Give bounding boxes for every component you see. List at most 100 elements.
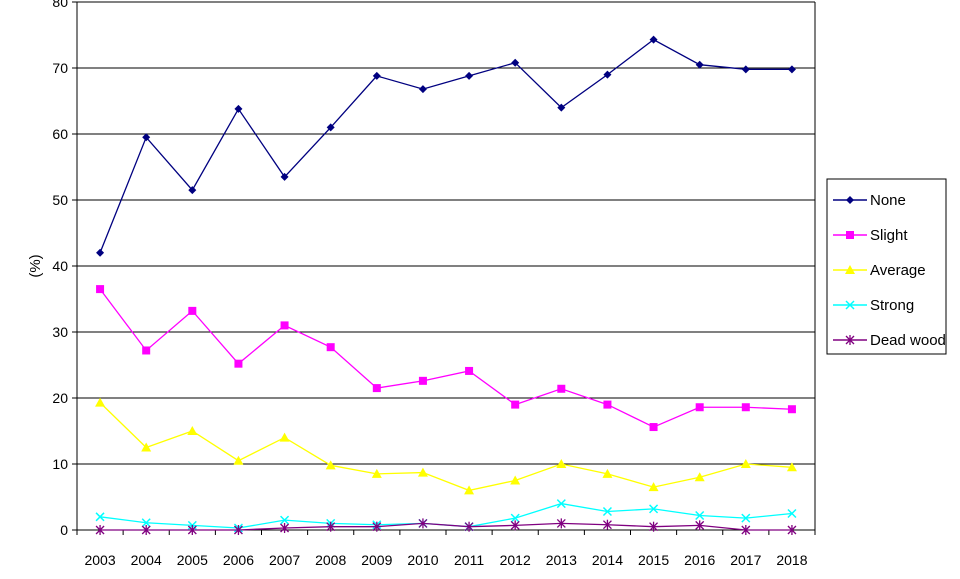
y-tick-label: 80 (52, 0, 68, 10)
data-point-none (372, 71, 381, 80)
x-tick-label: 2009 (361, 552, 392, 568)
y-tick-label: 60 (52, 126, 68, 142)
data-point-strong-b (695, 510, 705, 521)
data-point-slight (741, 403, 750, 412)
data-point-strong-b (649, 504, 659, 514)
data-point-strong-b (280, 515, 290, 525)
data-point-none (418, 85, 427, 94)
data-point-dead-wood (418, 518, 428, 529)
series-line-slight (99, 288, 792, 428)
series-slight (96, 285, 796, 432)
x-tick-label: 2008 (315, 552, 346, 568)
data-point-slight (234, 359, 243, 368)
x-tick-label: 2010 (407, 552, 438, 568)
data-point-average (187, 426, 198, 435)
x-tick-label: 2006 (223, 552, 254, 568)
data-point-slight (511, 400, 520, 409)
legend-label: Strong (870, 297, 914, 314)
legend-label: Dead wood (870, 332, 946, 349)
data-point-none (188, 186, 197, 195)
x-tick-label: 2016 (684, 552, 715, 568)
data-point-average (417, 467, 428, 477)
legend-marker-average (845, 265, 855, 274)
data-point-slight (96, 285, 105, 294)
data-point-dead-wood (602, 519, 612, 530)
series-line-average (99, 402, 792, 492)
data-point-none (142, 133, 151, 142)
data-point-none (787, 65, 796, 74)
data-point-dead-wood (741, 525, 751, 535)
data-point-slight (603, 400, 612, 409)
x-tick-label: 2011 (454, 552, 484, 568)
x-tick-label: 2003 (84, 552, 115, 568)
data-point-strong (741, 513, 751, 523)
data-point-none (603, 70, 612, 79)
data-point-none (465, 71, 474, 80)
data-point-strong-b (141, 518, 151, 528)
legend-label: Average (870, 262, 926, 279)
data-point-dead-wood (510, 520, 520, 531)
data-point-strong (556, 499, 566, 509)
data-point-dead-wood (649, 521, 659, 532)
data-point-strong-b (602, 506, 612, 517)
data-point-average (694, 472, 705, 482)
data-point-average (740, 459, 751, 468)
data-point-dead-wood (556, 518, 566, 529)
data-point-slight (372, 384, 381, 393)
data-point-none (511, 58, 520, 67)
data-point-average (556, 459, 567, 468)
series-line-none (99, 38, 792, 254)
legend-item-slight: Slight (833, 227, 908, 244)
data-point-slight (280, 321, 289, 330)
data-point-average (95, 397, 106, 407)
data-point-average (325, 460, 336, 470)
legend-item-average: Average (833, 262, 926, 279)
legend-marker-strong (845, 300, 855, 310)
data-point-strong (695, 510, 705, 521)
data-point-dead-wood (95, 525, 105, 535)
data-point-average (786, 462, 797, 472)
data-point-average (371, 468, 382, 478)
data-point-slight (465, 366, 474, 375)
x-tick-label: 2018 (776, 552, 807, 568)
legend-marker-none (846, 196, 854, 204)
legend: None Slight Average Strong Dead wood (826, 178, 947, 355)
data-point-average (233, 455, 244, 465)
axes: 0 10 20 30 40 50 60 70 80 2003 2004 2005 2006 2007 200… (27, 0, 816, 568)
data-point-dead-wood (187, 525, 197, 535)
data-point-none (326, 123, 335, 132)
data-point-strong-b (741, 513, 751, 523)
data-point-slight (557, 384, 566, 393)
data-point-slight (142, 346, 151, 355)
data-point-slight (649, 423, 658, 432)
data-point-dead-wood (326, 521, 336, 532)
data-point-slight (418, 376, 427, 385)
data-point-none (280, 172, 289, 181)
data-point-slight (787, 405, 796, 414)
series-line-dead-wood (100, 522, 792, 531)
data-point-average (141, 442, 152, 452)
y-tick-label: 40 (52, 258, 68, 274)
series (95, 35, 797, 535)
x-tick-label: 2013 (546, 552, 577, 568)
data-point-dead-wood (280, 523, 290, 534)
y-axis-title: (%) (27, 254, 44, 277)
series-none (96, 35, 796, 257)
data-point-strong-b (95, 512, 105, 522)
x-tick-label: 2015 (638, 552, 669, 568)
data-point-none (96, 248, 105, 257)
data-point-average (279, 432, 290, 442)
legend-marker-dead-wood (845, 335, 855, 345)
data-point-strong (649, 504, 659, 514)
series-average (95, 397, 797, 495)
x-tick-label: 2004 (131, 552, 162, 568)
gridlines (77, 1, 815, 465)
data-point-none (234, 104, 243, 113)
y-tick-label: 10 (52, 456, 68, 472)
legend-marker-slight (846, 231, 854, 239)
legend-item-dead-wood: Dead wood (833, 332, 946, 349)
data-point-strong (602, 506, 612, 517)
data-point-slight (695, 403, 704, 412)
data-point-slight (188, 306, 197, 315)
data-point-average (464, 485, 475, 495)
